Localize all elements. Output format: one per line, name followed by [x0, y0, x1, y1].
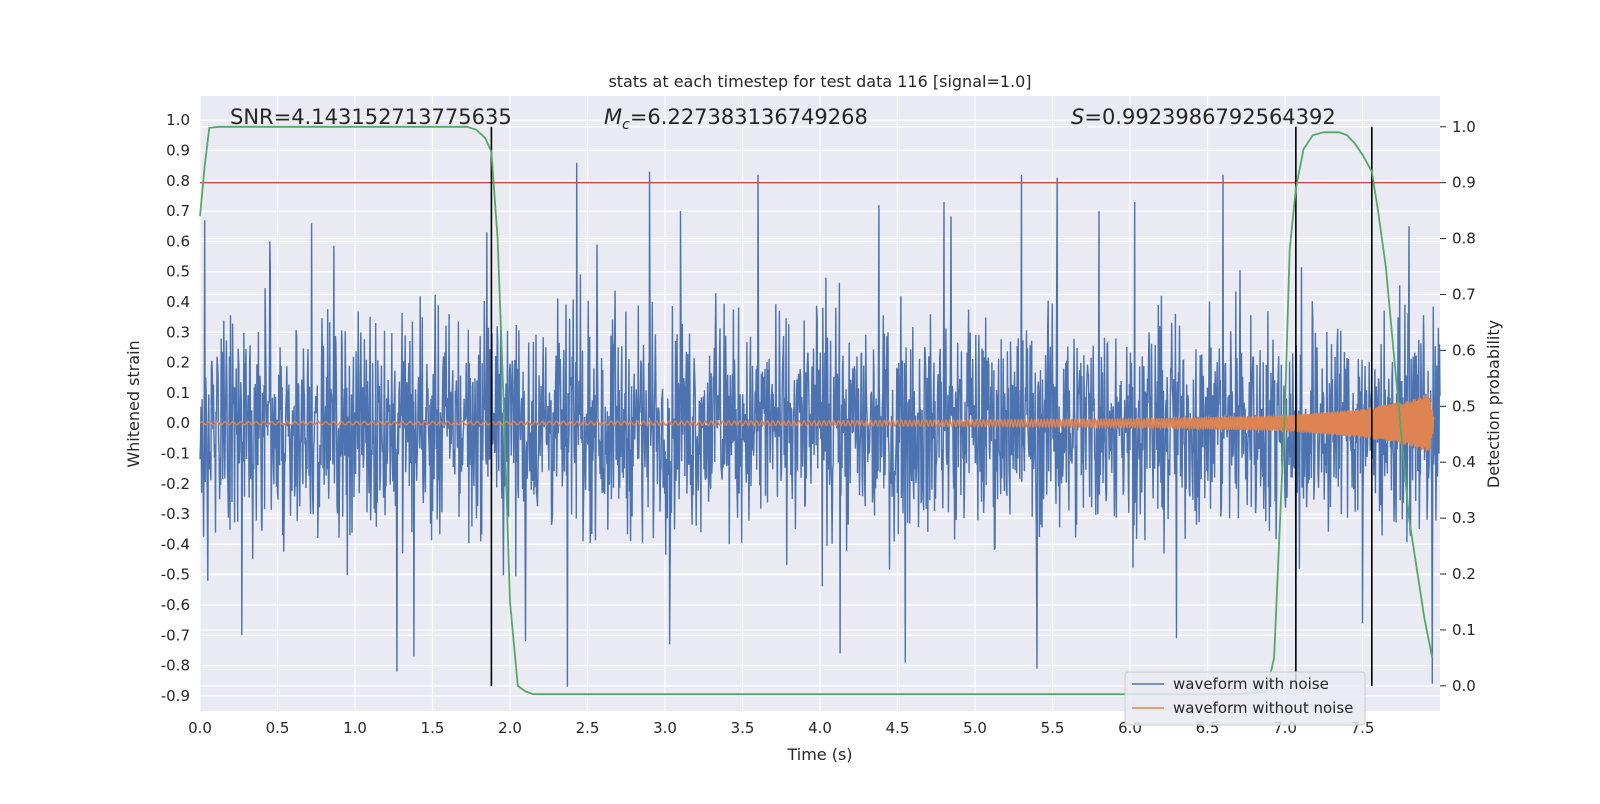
y-tick-label: -0.3 — [161, 505, 190, 523]
y-right-tick-label: 0.0 — [1452, 677, 1476, 695]
noise-series — [199, 162, 1441, 687]
y-right-tick-label: 1.0 — [1452, 118, 1476, 136]
x-tick-label: 3.0 — [653, 719, 677, 737]
legend-label-noise: waveform with noise — [1173, 675, 1329, 693]
y-tick-label: 0.0 — [166, 414, 190, 432]
y-right-tick-label: 0.1 — [1452, 621, 1476, 639]
x-tick-label: 3.5 — [731, 719, 755, 737]
y-tick-label: 0.8 — [166, 172, 190, 190]
y-right-tick-label: 0.5 — [1452, 397, 1476, 415]
y-right-tick-label: 0.9 — [1452, 174, 1476, 192]
mc-subscript: c — [622, 117, 630, 133]
y-axis-label: Whitened strain — [124, 340, 143, 467]
y-tick-label: -0.6 — [161, 596, 190, 614]
y-tick-label: 0.1 — [166, 384, 190, 402]
x-tick-label: 4.0 — [808, 719, 832, 737]
legend-label-clean: waveform without noise — [1173, 699, 1353, 717]
axis-layer: 0.0 0.5 1.0 1.5 2.0 2.5 3.0 3.5 4.0 4.5 5.0 5.5 6.0 6… — [161, 111, 1476, 737]
y-tick-label: -0.1 — [161, 444, 190, 462]
clean-series — [199, 393, 1435, 453]
s-symbol: S — [1071, 105, 1084, 129]
y-tick-label: -0.9 — [161, 687, 190, 705]
legend: waveform with noise waveform without noi… — [1124, 671, 1366, 726]
mc-value: =6.227383136749268 — [630, 105, 868, 129]
y-tick-label: -0.8 — [161, 657, 190, 675]
y-tick-label: 0.2 — [166, 354, 190, 372]
x-tick-label: 5.0 — [963, 719, 987, 737]
y-tick-label: 0.6 — [166, 232, 190, 250]
x-tick-label: 4.5 — [886, 719, 910, 737]
y-right-tick-label: 0.6 — [1452, 341, 1476, 359]
y-tick-label: 0.7 — [166, 202, 190, 220]
y-tick-label: 0.4 — [166, 293, 190, 311]
y-tick-label: -0.2 — [161, 475, 190, 493]
y-right-tick-label: 0.4 — [1452, 453, 1476, 471]
x-tick-label: 1.0 — [343, 719, 367, 737]
y-right-tick-label: 0.7 — [1452, 285, 1476, 303]
x-tick-label: 1.5 — [421, 719, 445, 737]
x-tick-label: 5.5 — [1041, 719, 1065, 737]
legend-box — [1124, 671, 1366, 726]
y-right-tick-label: 0.2 — [1452, 565, 1476, 583]
chart-title: stats at each timestep for test data 116… — [608, 72, 1031, 91]
s-annotation: S=0.9923986792564392 — [1071, 105, 1336, 129]
y-right-tick-label: 0.3 — [1452, 509, 1476, 527]
x-tick-label: 2.5 — [576, 719, 600, 737]
y-tick-label: -0.5 — [161, 566, 190, 584]
y-tick-label: 0.3 — [166, 323, 190, 341]
x-tick-label: 0.0 — [188, 719, 212, 737]
y-tick-label: 0.9 — [166, 142, 190, 160]
noise-waveform-line — [199, 162, 1441, 687]
y-tick-label: -0.7 — [161, 626, 190, 644]
y-axis-right-label: Detection probability — [1484, 320, 1503, 488]
mc-symbol: M — [604, 105, 622, 129]
y-right-tick-label: 0.8 — [1452, 230, 1476, 248]
y-tick-label: -0.4 — [161, 535, 190, 553]
x-axis-label: Time (s) — [786, 745, 852, 764]
s-value: =0.9923986792564392 — [1084, 105, 1335, 129]
mc-annotation: Mc=6.227383136749268 — [604, 105, 868, 133]
x-tick-label: 0.5 — [266, 719, 290, 737]
y-tick-label: 1.0 — [166, 111, 190, 129]
clean-waveform-line — [199, 393, 1435, 453]
snr-annotation: SNR=4.143152713775635 — [230, 105, 512, 129]
x-tick-label: 2.0 — [498, 719, 522, 737]
y-tick-label: 0.5 — [166, 263, 190, 281]
